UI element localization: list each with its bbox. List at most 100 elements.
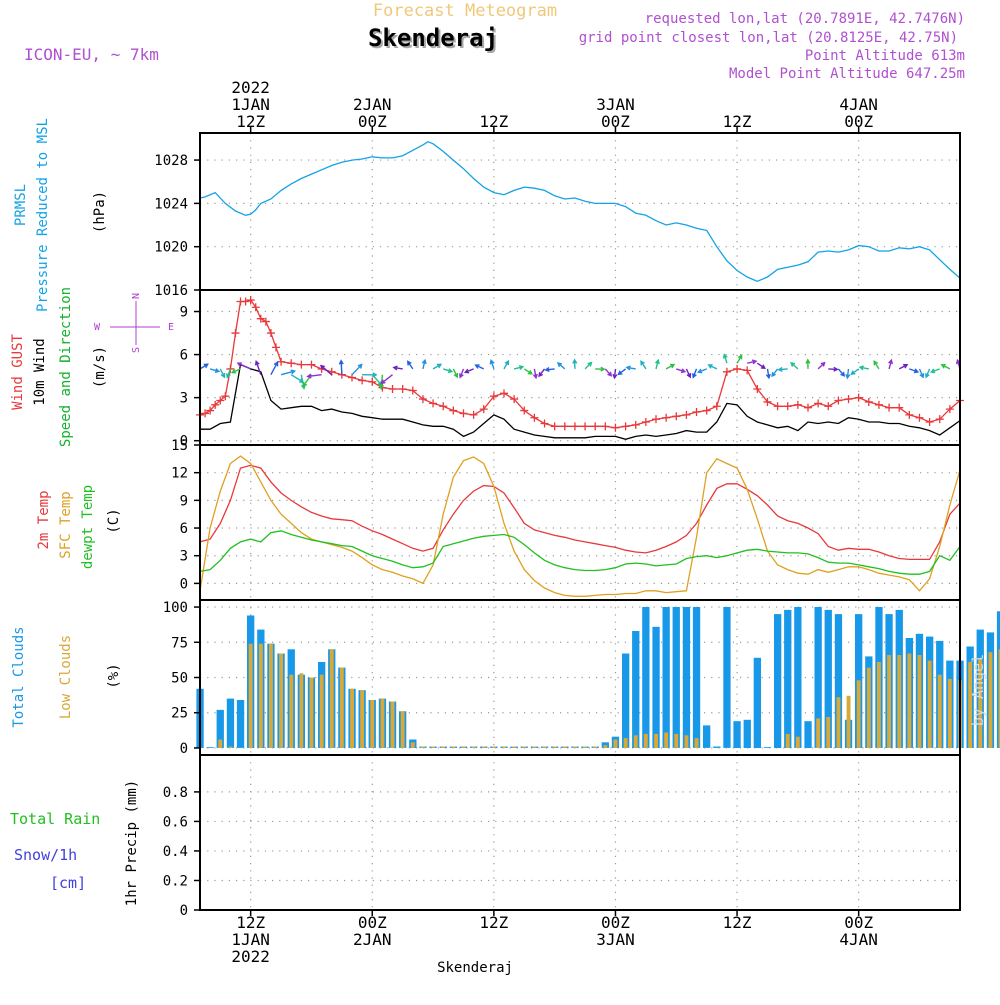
temp-dewpt-label: dewpt Temp bbox=[80, 485, 96, 569]
wind-arrow bbox=[665, 363, 676, 370]
chart-marks bbox=[196, 140, 1000, 748]
low-clouds-bar bbox=[836, 697, 841, 748]
gust-marker bbox=[895, 403, 904, 412]
total-clouds-bar bbox=[804, 721, 812, 748]
low-clouds-bar bbox=[917, 655, 922, 748]
pressure-ytick-label: 1020 bbox=[154, 240, 188, 256]
gust-marker bbox=[773, 402, 782, 411]
prmsl-line bbox=[199, 140, 961, 283]
gust-marker bbox=[221, 392, 230, 401]
precipitation-frame bbox=[199, 754, 961, 911]
gust-marker bbox=[662, 413, 671, 422]
wind-arrow bbox=[625, 365, 636, 371]
gust-marker bbox=[733, 364, 742, 373]
total-clouds-bar bbox=[216, 709, 224, 748]
2m-temp-line bbox=[199, 464, 961, 561]
wind-arrow bbox=[817, 361, 826, 370]
gust-marker bbox=[256, 314, 265, 323]
gust-marker bbox=[854, 393, 863, 402]
clouds-ytick-label: 0 bbox=[180, 741, 188, 757]
gust-marker bbox=[743, 366, 752, 375]
gust-marker bbox=[241, 297, 250, 306]
gust-marker bbox=[722, 367, 731, 376]
wind-arrow bbox=[805, 358, 811, 369]
total-clouds-bar bbox=[996, 611, 1000, 748]
low-clouds-bar bbox=[491, 746, 496, 748]
wind-ytick-label: 0 bbox=[180, 434, 188, 450]
wind-arrow bbox=[407, 360, 414, 370]
footer-location: Skenderaj bbox=[437, 960, 513, 976]
gust-marker bbox=[885, 403, 894, 412]
wind-direction-label: Speed and Direction bbox=[58, 287, 74, 447]
total-clouds-bar bbox=[723, 607, 731, 748]
clouds-ytick-label: 25 bbox=[171, 706, 188, 722]
pressure-ytick-label: 1016 bbox=[154, 283, 188, 299]
precipitation-ytick-label: 0.4 bbox=[163, 844, 188, 860]
gust-marker bbox=[500, 389, 508, 398]
bottom-time-label: 12Z bbox=[236, 913, 265, 932]
closest-coords: grid point closest lon,lat (20.8125E, 42… bbox=[579, 30, 958, 46]
gust-marker bbox=[935, 415, 944, 424]
total-clouds-bar bbox=[794, 607, 802, 748]
total-clouds-bar bbox=[672, 607, 680, 748]
gust-marker bbox=[905, 410, 914, 419]
low-clouds-bar bbox=[613, 739, 618, 748]
gust-marker bbox=[246, 296, 255, 305]
wind-arrow bbox=[556, 362, 566, 370]
wind-arrow bbox=[707, 364, 718, 370]
wind-ytick-label: 9 bbox=[180, 305, 188, 321]
temp-unit-label: (C) bbox=[106, 508, 122, 533]
gust-marker bbox=[753, 385, 762, 394]
gust-marker bbox=[834, 396, 843, 405]
gust-marker bbox=[793, 400, 802, 409]
clouds-unit-label: (%) bbox=[106, 663, 122, 688]
wind-arrow bbox=[421, 358, 427, 370]
low-clouds-bar bbox=[522, 746, 527, 748]
gust-marker bbox=[874, 400, 883, 409]
gust-marker bbox=[692, 407, 701, 416]
low-clouds-bar bbox=[897, 655, 902, 748]
wind-arrow bbox=[532, 368, 538, 380]
gust-marker bbox=[277, 357, 286, 366]
wind-arrow bbox=[338, 359, 344, 375]
bottom-time-label: 00Z bbox=[844, 913, 873, 932]
gust-marker bbox=[408, 386, 417, 395]
low-clouds-bar bbox=[927, 660, 932, 748]
gust-marker bbox=[581, 422, 590, 431]
gust-marker bbox=[763, 397, 772, 406]
gust-marker bbox=[261, 317, 270, 326]
gust-marker bbox=[945, 405, 954, 414]
wind-arrow bbox=[270, 361, 279, 376]
wind-arrow bbox=[306, 373, 322, 379]
gust-marker bbox=[429, 399, 438, 408]
wind-arrow bbox=[523, 368, 534, 375]
gust-marker bbox=[844, 395, 853, 404]
watermark: by Angel bbox=[969, 654, 987, 726]
low-clouds-bar bbox=[998, 649, 1000, 748]
clouds-ytick-label: 100 bbox=[163, 600, 188, 616]
compass-east: E bbox=[168, 322, 174, 333]
gust-marker bbox=[348, 373, 356, 382]
wind-arrow bbox=[790, 361, 799, 370]
top-time-label: 3JAN bbox=[596, 95, 635, 114]
snow-unit-label: [cm] bbox=[50, 874, 86, 892]
low-clouds-bar bbox=[218, 739, 223, 748]
temperature-ytick-label: 9 bbox=[180, 493, 188, 509]
panel-frames bbox=[199, 132, 961, 911]
wind-arrow bbox=[722, 353, 728, 364]
low-clouds-bar bbox=[309, 677, 314, 748]
low-clouds-bar bbox=[400, 711, 405, 748]
wind-arrow bbox=[544, 367, 555, 373]
gust-marker bbox=[601, 422, 610, 431]
low-clouds-bar bbox=[370, 700, 375, 748]
total-clouds-bar bbox=[682, 607, 691, 748]
total-clouds-bar bbox=[226, 698, 235, 748]
low-clouds-bar bbox=[329, 649, 334, 748]
gust-marker bbox=[540, 419, 549, 428]
compass-rose: N S W E bbox=[94, 293, 174, 353]
total-clouds-label: Total Clouds bbox=[11, 626, 27, 727]
total-clouds-bar bbox=[753, 657, 761, 748]
requested-coords: requested lon,lat (20.7891E, 42.7476N) bbox=[645, 11, 965, 27]
total-clouds-bar bbox=[703, 725, 711, 748]
